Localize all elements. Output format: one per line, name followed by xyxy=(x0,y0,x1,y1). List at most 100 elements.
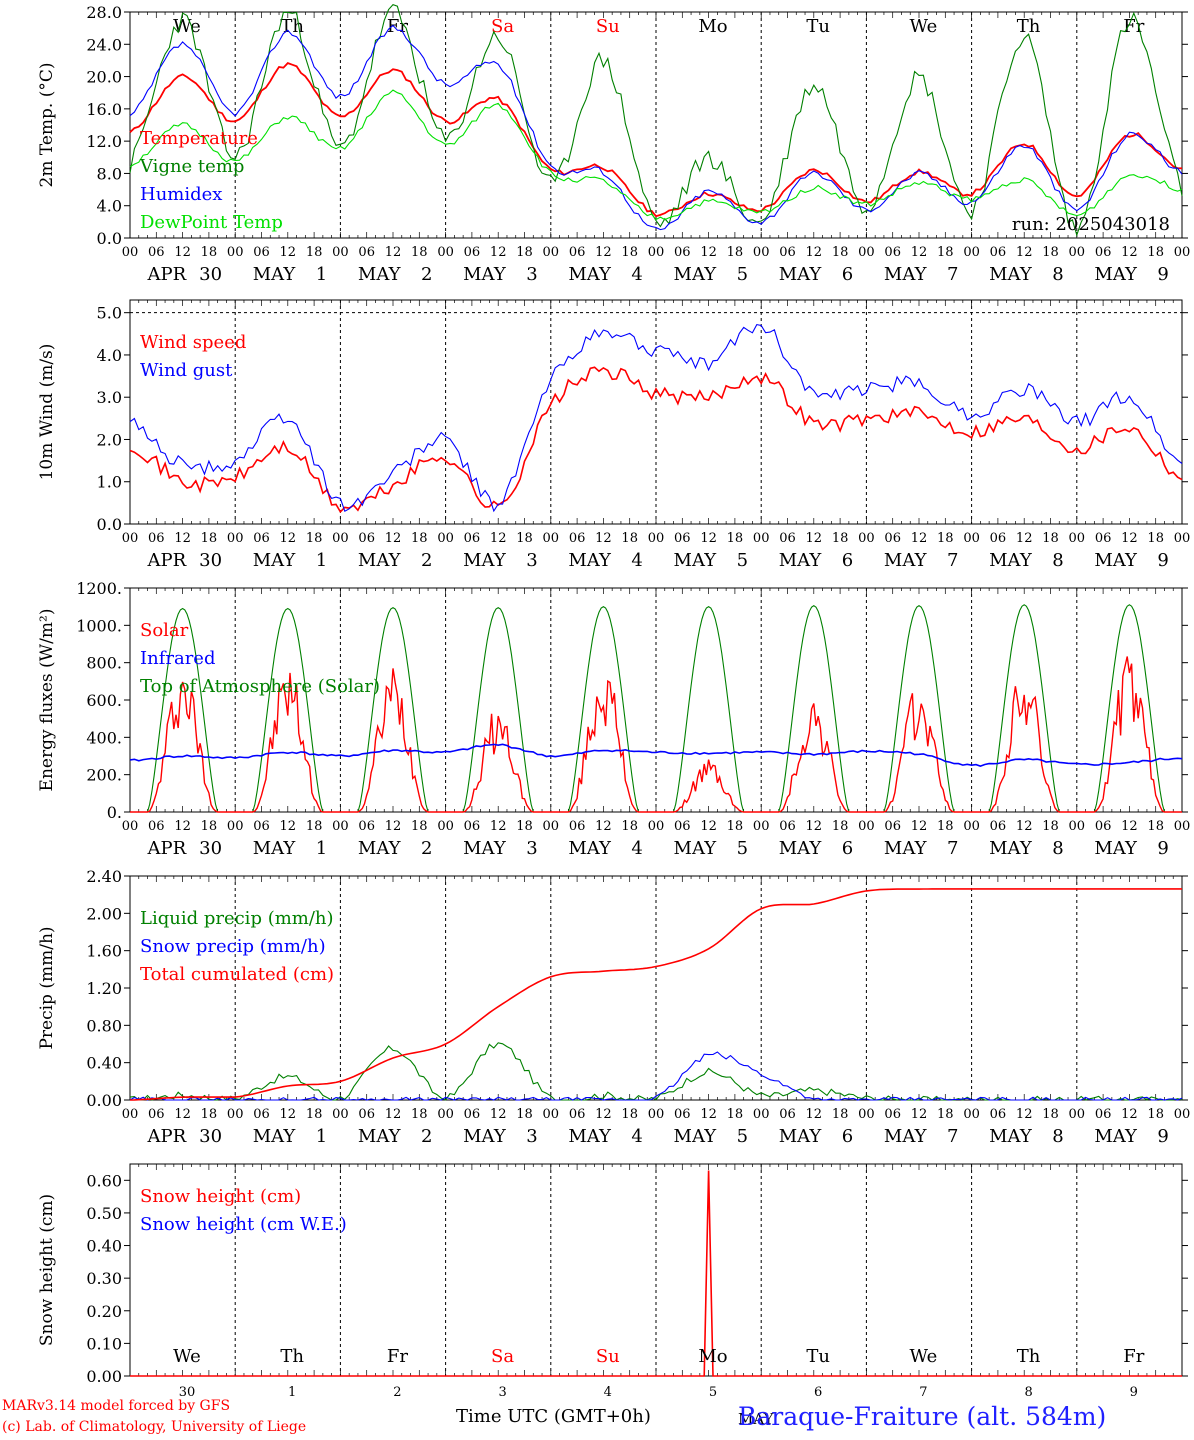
x-hour-label: 18 xyxy=(1042,531,1059,546)
y-tick-label: 20.0 xyxy=(86,68,122,87)
x-hour-label: 18 xyxy=(727,819,744,834)
x-hour-label: 18 xyxy=(937,245,954,260)
panel-frame xyxy=(129,299,1183,525)
x-hour-label: 00 xyxy=(227,1107,244,1122)
x-hour-label: 00 xyxy=(753,531,770,546)
x-hour-label: 18 xyxy=(516,819,533,834)
x-hour-label: 00 xyxy=(858,531,875,546)
y-tick-label: 0.40 xyxy=(86,1237,122,1256)
series-wind-speed xyxy=(129,366,1183,514)
x-date-day: 1 xyxy=(316,1126,327,1147)
x-hour-label: 00 xyxy=(122,531,139,546)
y-tick-label: 600. xyxy=(86,691,122,710)
credit-model: MARv3.14 model forced by GFS xyxy=(2,1398,231,1414)
x-hour-label: 18 xyxy=(621,245,638,260)
y-tick-label: 1.0 xyxy=(97,473,122,492)
series-solar xyxy=(130,656,1182,813)
x-hour-label: 18 xyxy=(727,531,744,546)
panel-2: 0.0 1.0 2.0 3.0 4.0 5.0 10m Wind (m/s) Wind spe… xyxy=(37,299,1191,571)
x-hour-label: 18 xyxy=(937,531,954,546)
legend-entry: Total cumulated (cm) xyxy=(140,964,334,985)
x-hour-label: 06 xyxy=(674,245,691,260)
x-hour-label: 06 xyxy=(1095,245,1112,260)
x-date-month: MAY xyxy=(779,264,823,285)
series-temperature xyxy=(129,62,1183,218)
x-hour-label: 00 xyxy=(753,245,770,260)
y-tick-label: 0.10 xyxy=(86,1334,122,1353)
weekday-label: We xyxy=(173,16,201,37)
weekday-label: Mo xyxy=(698,1346,727,1367)
x-date-day: 4 xyxy=(631,550,642,571)
x-hour-label: 00 xyxy=(858,819,875,834)
legend-entry: Vigne temp xyxy=(139,156,244,177)
x-hour-label: 06 xyxy=(884,245,901,260)
legend-entry: DewPoint Temp xyxy=(140,212,283,233)
x-hour-label: 12 xyxy=(174,531,191,546)
series-total-cumulated xyxy=(129,888,1182,1101)
x-date-month: MAY xyxy=(358,1126,402,1147)
x-hour-label: 12 xyxy=(595,819,612,834)
x-hour-label: 06 xyxy=(779,1107,796,1122)
x-hour-label: 06 xyxy=(884,819,901,834)
weekday-label: We xyxy=(910,1346,938,1367)
x-hour-label: 06 xyxy=(569,1107,586,1122)
x-hour-label: 18 xyxy=(727,1107,744,1122)
x-date-month: MAY xyxy=(989,550,1033,571)
x-hour-label: 18 xyxy=(306,245,323,260)
y-tick-label: 0.20 xyxy=(86,1302,122,1321)
run-annotation: run: 2025043018 xyxy=(1012,214,1170,235)
x-hour-label: 12 xyxy=(490,245,507,260)
x-hour-label: 00 xyxy=(1174,819,1191,834)
x-date-day: 8 xyxy=(1052,550,1063,571)
x-hour-label: 12 xyxy=(490,1107,507,1122)
x-date-day: 30 xyxy=(199,838,222,859)
x-date-month: MAY xyxy=(674,838,718,859)
day-number-label: 4 xyxy=(604,1385,612,1400)
x-hour-label: 06 xyxy=(358,1107,375,1122)
x-hour-label: 12 xyxy=(1016,1107,1033,1122)
x-hour-label: 00 xyxy=(437,1107,454,1122)
x-hour-label: 06 xyxy=(990,245,1007,260)
x-date-month: MAY xyxy=(779,1126,823,1147)
x-date-day: 4 xyxy=(631,1126,642,1147)
y-tick-label: 800. xyxy=(86,654,122,673)
x-hour-label: 18 xyxy=(1147,245,1164,260)
x-hour-label: 06 xyxy=(990,819,1007,834)
x-date-month: MAY xyxy=(568,550,612,571)
y-axis-label: Energy fluxes (W/m²) xyxy=(37,609,57,792)
x-date-day: 5 xyxy=(737,550,748,571)
x-hour-label: 06 xyxy=(253,819,270,834)
x-hour-label: 00 xyxy=(227,531,244,546)
y-axis-label: Precip (mm/h) xyxy=(37,926,57,1049)
x-date-month: MAY xyxy=(989,838,1033,859)
x-date-day: 2 xyxy=(421,1126,432,1147)
series-infrared xyxy=(129,743,1183,767)
y-axis-label: 10m Wind (m/s) xyxy=(37,344,57,481)
x-hour-label: 00 xyxy=(332,1107,349,1122)
x-hour-label: 00 xyxy=(543,531,560,546)
x-hour-label: 00 xyxy=(1174,531,1191,546)
day-number-label: 5 xyxy=(709,1385,717,1400)
x-date-day: 3 xyxy=(526,838,537,859)
x-hour-label: 18 xyxy=(411,531,428,546)
x-hour-label: 06 xyxy=(779,819,796,834)
x-hour-label: 06 xyxy=(464,1107,481,1122)
legend-entry: Wind gust xyxy=(140,360,233,381)
x-date-day: 3 xyxy=(526,1126,537,1147)
legend-entry: Solar xyxy=(140,620,189,641)
x-hour-label: 00 xyxy=(543,1107,560,1122)
x-hour-label: 06 xyxy=(569,531,586,546)
x-hour-label: 18 xyxy=(1147,1107,1164,1122)
x-hour-label: 12 xyxy=(1121,819,1138,834)
x-hour-label: 06 xyxy=(1095,819,1112,834)
x-hour-label: 18 xyxy=(621,819,638,834)
x-hour-label: 00 xyxy=(648,531,665,546)
x-hour-label: 12 xyxy=(806,1107,823,1122)
x-hour-label: 00 xyxy=(648,819,665,834)
x-hour-label: 00 xyxy=(1174,1107,1191,1122)
series-humidex xyxy=(129,24,1183,231)
station-name: Baraque-Fraiture (alt. 584m) xyxy=(738,1402,1107,1431)
weekday-label: Fr xyxy=(1123,1346,1144,1367)
y-tick-label: 1.60 xyxy=(86,942,122,961)
